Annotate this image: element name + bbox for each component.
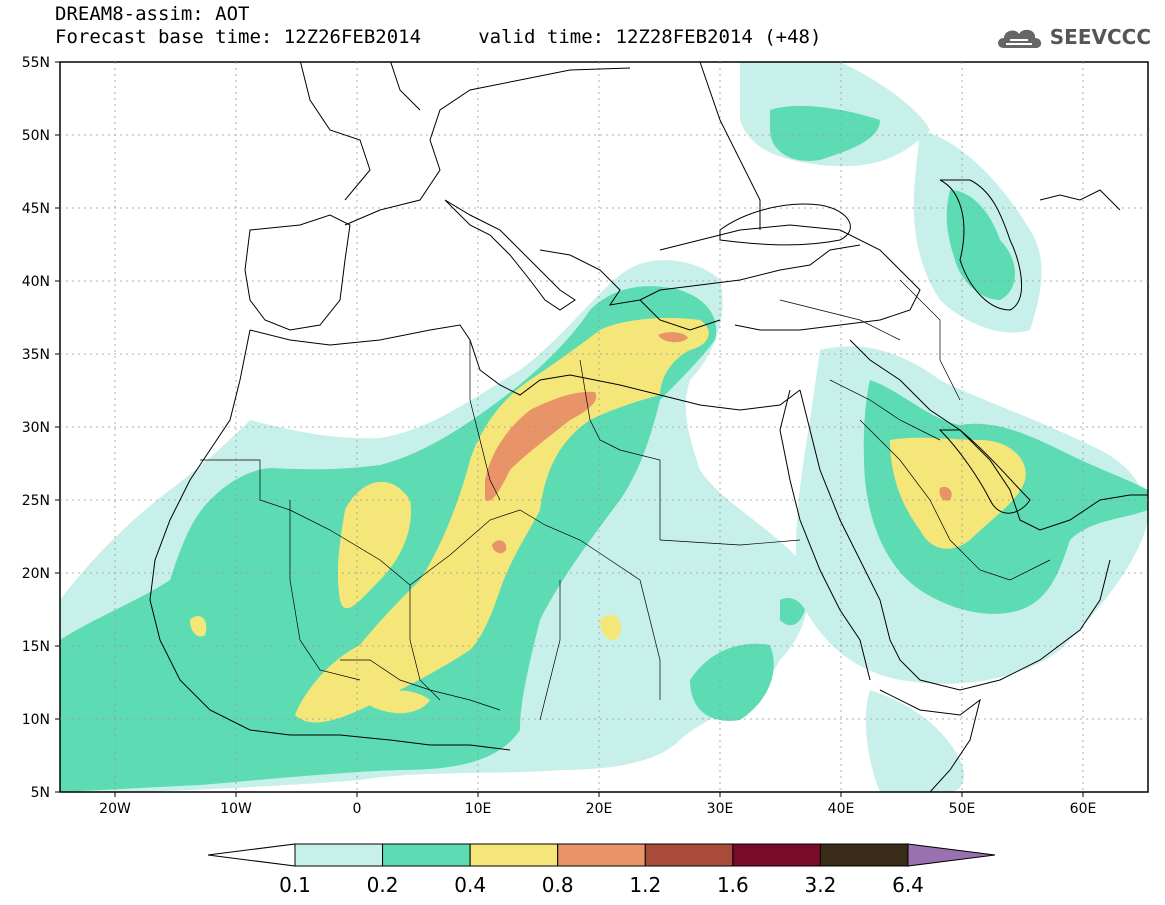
colorbar-label: 1.6 (717, 873, 749, 897)
cloud-icon (997, 29, 1041, 48)
colorbar-label: 0.2 (367, 873, 399, 897)
lat-label: 20N (22, 566, 50, 582)
colorbar-segment (644, 843, 734, 867)
lon-label: 60E (1070, 801, 1097, 817)
lon-label: 10E (465, 801, 492, 817)
lat-label: 25N (22, 493, 50, 509)
colorbar-segment (557, 843, 646, 867)
lat-label: 50N (22, 128, 50, 144)
lat-label: 10N (22, 712, 50, 728)
colorbar-segment (382, 843, 471, 867)
lon-label: 20W (99, 801, 131, 817)
aot-level-0.8 (485, 332, 952, 554)
colorbar-segment (469, 843, 559, 867)
lat-labels: 55N 50N 45N 40N 35N 30N 25N 20N 15N 10N … (22, 55, 50, 801)
lon-label: 20E (586, 801, 613, 817)
colorbar-segment (294, 843, 384, 867)
colorbar-label: 1.2 (629, 873, 661, 897)
lat-label: 15N (22, 639, 50, 655)
country-borders (200, 279, 1051, 721)
forecast-time-line: Forecast base time: 12Z26FEB2014 valid t… (55, 26, 822, 48)
lat-label: 40N (22, 274, 50, 290)
axis-ticks (55, 61, 1084, 797)
lat-label: 5N (31, 785, 50, 801)
lat-label: 30N (22, 420, 50, 436)
gridlines (60, 62, 1148, 792)
colorbar-label: 0.8 (542, 873, 574, 897)
colorbar-label: 3.2 (805, 873, 837, 897)
lon-label: 10W (220, 801, 252, 817)
aot-field (60, 62, 1148, 792)
lat-label: 35N (22, 347, 50, 363)
aot-level-0.4 (190, 318, 1026, 723)
colorbar: 0.1 0.2 0.4 0.8 1.2 1.6 3.2 6.4 (207, 843, 996, 897)
logo-text: SEEVCCC (1049, 25, 1151, 49)
lat-label: 45N (22, 201, 50, 217)
colorbar-segment (907, 843, 996, 867)
colorbar-segment (732, 843, 821, 867)
colorbar-segment (819, 843, 909, 867)
colorbar-label: 0.1 (279, 873, 311, 897)
colorbar-label: 6.4 (892, 873, 924, 897)
coastlines (149, 62, 1148, 792)
lon-label: 40E (828, 801, 855, 817)
lon-label: 50E (949, 801, 976, 817)
lon-label: 0 (353, 801, 362, 817)
lat-label: 55N (22, 55, 50, 71)
lon-labels: 20W 10W 0 10E 20E 30E 40E 50E 60E (99, 801, 1096, 817)
seevccc-logo: SEEVCCC (994, 22, 1151, 52)
lon-label: 30E (707, 801, 734, 817)
colorbar-label: 0.4 (454, 873, 486, 897)
map-title: DREAM8-assim: AOT (55, 3, 250, 25)
colorbar-segment (207, 843, 296, 867)
